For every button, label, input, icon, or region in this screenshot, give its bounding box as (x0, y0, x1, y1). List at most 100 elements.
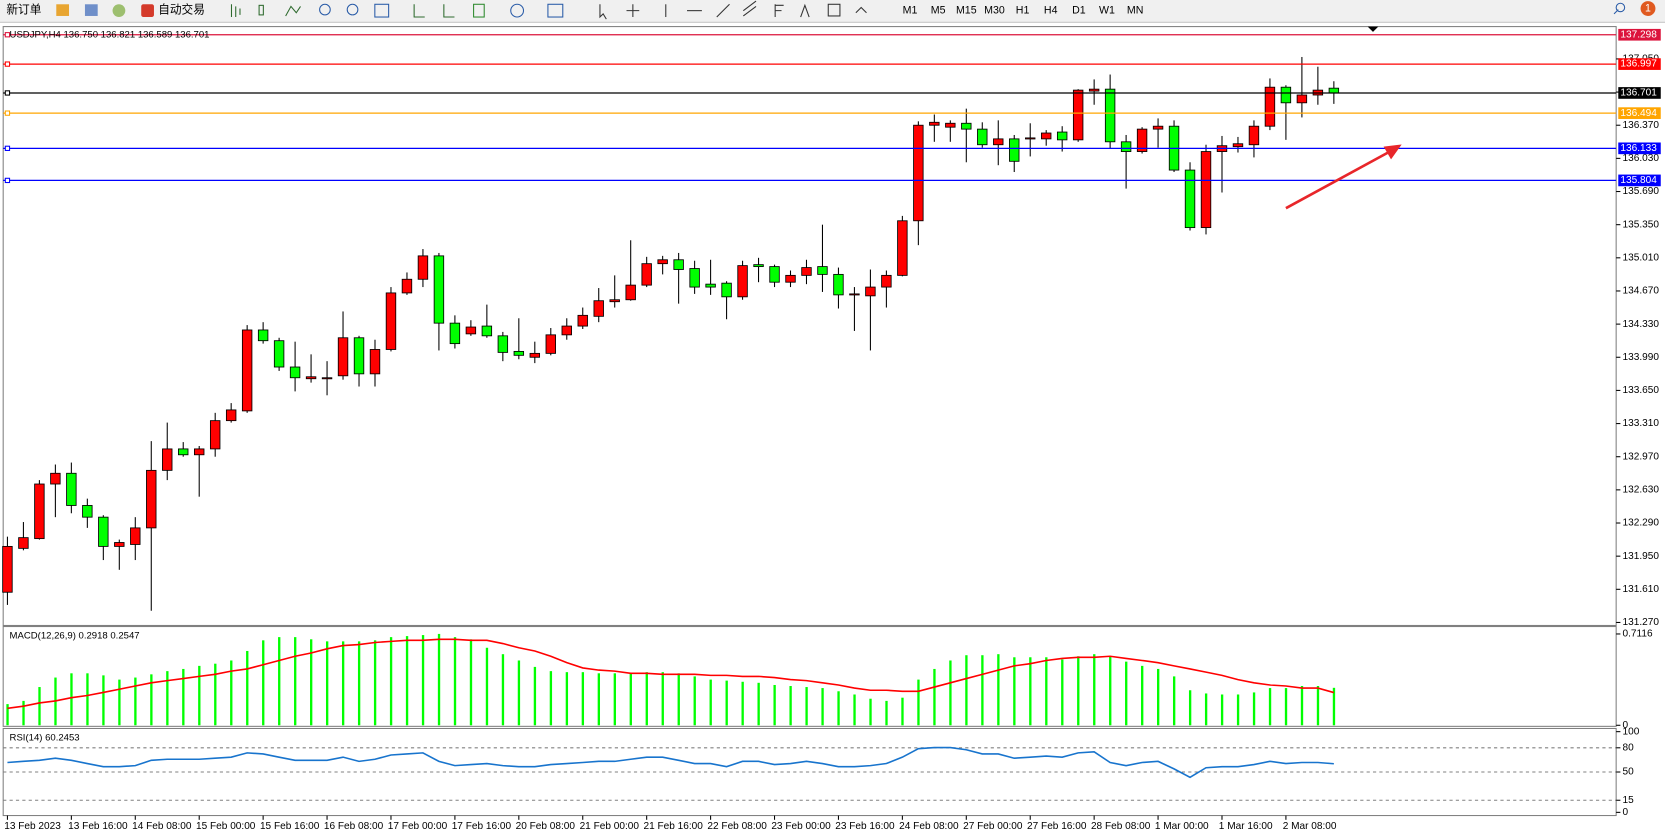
candle-body (769, 266, 780, 283)
icon[interactable] (774, 4, 784, 18)
macd-bar (693, 676, 696, 726)
candle-body (162, 448, 173, 471)
macd-bar (501, 654, 505, 726)
icon[interactable] (141, 4, 154, 18)
icon[interactable] (827, 3, 841, 17)
y-tick-label: 132.630 (1623, 485, 1660, 496)
timeframe-button[interactable]: M5 (931, 4, 946, 16)
x-tick-label: 21 Feb 00:00 (580, 821, 640, 832)
macd-bar (1077, 656, 1080, 726)
candle-body (1280, 86, 1292, 104)
candle-body (1328, 87, 1340, 94)
macd-bar (246, 650, 249, 726)
icon[interactable] (716, 3, 730, 18)
macd-bar (150, 674, 153, 726)
price-level-marker (4, 90, 11, 96)
icon[interactable] (374, 3, 390, 18)
timeframe-button[interactable]: H1 (1016, 4, 1030, 16)
macd-bar (421, 635, 425, 726)
icon[interactable] (510, 3, 525, 18)
candle-body (529, 352, 541, 358)
y-tick-label: 50 (1623, 767, 1635, 778)
macd-bar (389, 637, 393, 726)
icon[interactable] (84, 4, 98, 16)
x-tick-label: 2 Mar 08:00 (1283, 821, 1337, 832)
icon[interactable] (112, 4, 126, 18)
timeframe-button[interactable]: D1 (1072, 4, 1086, 16)
icon[interactable] (285, 5, 301, 17)
macd-bar (1220, 694, 1224, 726)
macd-bar (310, 639, 313, 726)
pane-title: MACD(12,26,9) 0.2918 0.2547 (10, 631, 140, 642)
icon[interactable] (413, 4, 425, 18)
icon[interactable] (800, 3, 810, 18)
candle-body (401, 278, 413, 294)
x-tick-label: 23 Feb 16:00 (835, 821, 895, 832)
icon[interactable] (742, 0, 757, 17)
new-order-label[interactable]: 新订单 (6, 3, 41, 17)
macd-bar (437, 633, 441, 726)
macd-bar (549, 671, 553, 726)
icon[interactable] (473, 3, 485, 18)
candle-body (865, 286, 876, 297)
y-tick-label: 135.010 (1623, 252, 1660, 263)
icon[interactable] (855, 6, 867, 14)
timeframe-button[interactable]: M30 (984, 4, 1005, 16)
macd-bar (1252, 692, 1256, 726)
candle-body (1009, 138, 1020, 162)
price-level-marker (4, 177, 11, 184)
notification-badge[interactable] (1640, 1, 1656, 16)
candle-body (641, 263, 652, 286)
icon[interactable] (56, 4, 70, 16)
macd-bar (885, 700, 888, 726)
macd-signal-line (7, 638, 1335, 710)
icon[interactable] (599, 4, 607, 20)
macd-bar (965, 655, 968, 726)
candle-body (753, 264, 764, 268)
macd-bar (981, 655, 984, 726)
macd-bar (453, 637, 457, 726)
icon[interactable] (258, 4, 264, 16)
icon[interactable] (319, 3, 331, 16)
candle-body (1040, 132, 1052, 140)
auto-trade-label[interactable]: 自动交易 (158, 3, 205, 17)
icon[interactable] (346, 3, 359, 16)
y-tick-label: 0 (1623, 720, 1629, 731)
y-tick-label: 136.370 (1623, 120, 1660, 131)
candle-body (961, 122, 972, 130)
x-tick-label: 28 Feb 08:00 (1091, 821, 1151, 832)
candle-body (1296, 94, 1308, 104)
timeframe-button[interactable]: H4 (1044, 4, 1058, 16)
timeframe-button[interactable]: MN (1127, 4, 1143, 16)
icon[interactable] (443, 4, 455, 18)
icon[interactable] (230, 4, 241, 18)
toolbar: 新订单 自动交易 (0, 0, 1665, 23)
icon[interactable] (547, 3, 564, 18)
candle-body (2, 545, 13, 593)
macd-bar (757, 682, 760, 726)
timeframe-button[interactable]: W1 (1099, 4, 1115, 16)
y-tick-label: 131.270 (1623, 617, 1660, 628)
candle-body (801, 267, 812, 276)
badge-count: 1 (1645, 2, 1651, 14)
x-tick-label: 1 Mar 16:00 (1219, 821, 1273, 832)
icon[interactable] (626, 4, 640, 18)
auto-trade-button[interactable]: 自动交易 (141, 3, 205, 18)
macd-bar (102, 675, 105, 726)
timeframe-button[interactable]: M1 (903, 4, 918, 16)
price-level-label: 136.133 (1620, 143, 1657, 154)
macd-bar (597, 673, 601, 726)
x-tick-label: 13 Feb 2023 (4, 821, 61, 832)
macd-bar (373, 640, 377, 726)
macd-bar (725, 680, 728, 726)
new-order-button[interactable]: 新订单 (6, 3, 41, 17)
annotation-arrow (1285, 148, 1394, 210)
macd-bar (325, 641, 329, 726)
search-icon[interactable] (1615, 2, 1626, 13)
toolbar-bg (0, 0, 1665, 23)
timeframe-button[interactable]: M15 (956, 4, 977, 16)
y-tick-label: 0 (1623, 807, 1629, 818)
y-tick-label: 132.290 (1623, 518, 1660, 529)
